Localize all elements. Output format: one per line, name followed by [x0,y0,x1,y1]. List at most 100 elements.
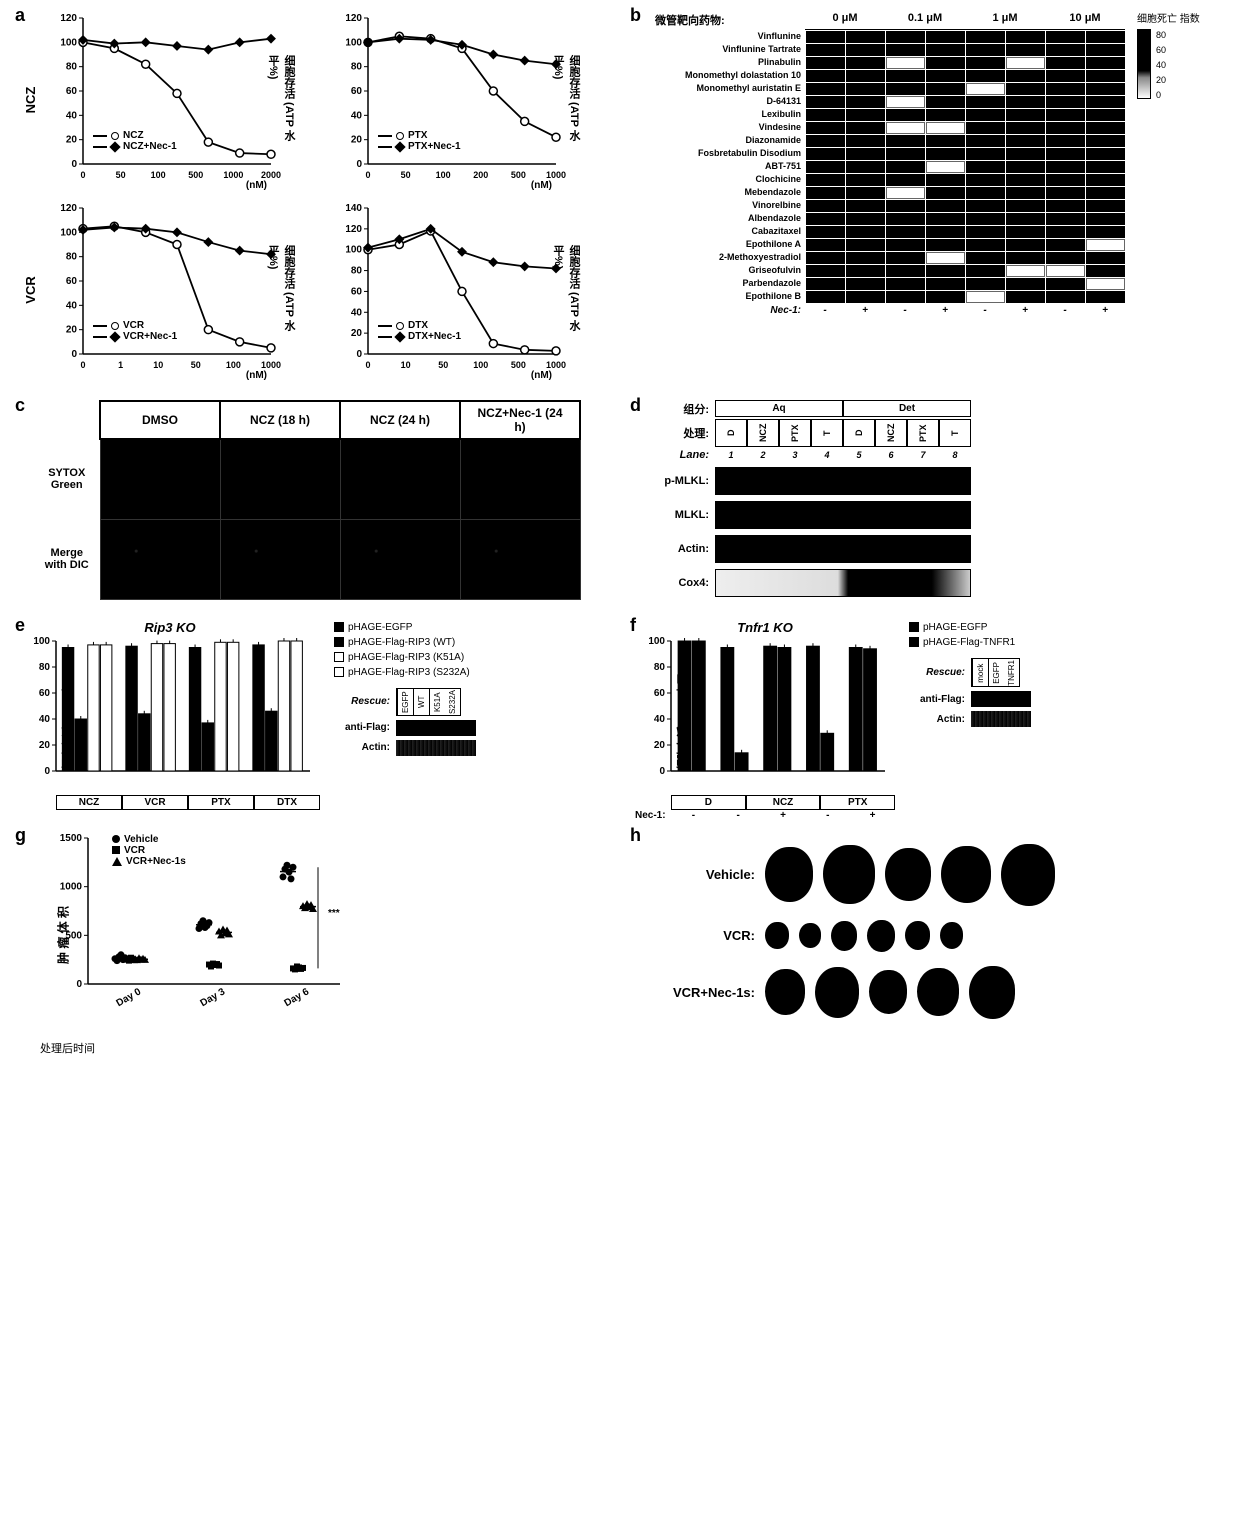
panel-label-g: g [15,825,26,846]
svg-text:80: 80 [66,62,78,73]
panel-h: h Vehicle:VCR:VCR+Nec-1s: [635,830,1220,1056]
panel-e-title: Rip3 KO [20,620,320,635]
svg-text:0: 0 [356,159,362,170]
panel-g-xlabel: 处理后时间 [40,1040,605,1056]
svg-text:60: 60 [39,688,51,699]
svg-text:0: 0 [71,159,77,170]
svg-text:1500: 1500 [60,833,83,844]
panel-f: f Tnfr1 KO 细胞存活 (ATP 水平%) 020406080100DN… [635,620,1220,810]
panel-e-ylabel: 细胞存活 (ATP 水平%) [59,659,75,769]
svg-text:Day 6: Day 6 [282,986,311,1009]
svg-text:1: 1 [118,360,123,370]
svg-text:80: 80 [351,266,363,277]
svg-text:500: 500 [511,360,526,370]
svg-text:20: 20 [66,135,78,146]
svg-text:120: 120 [60,13,77,24]
svg-text:40: 40 [654,714,666,725]
svg-text:0: 0 [80,360,85,370]
svg-text:40: 40 [351,307,363,318]
svg-text:20: 20 [351,328,363,339]
svg-text:Day 3: Day 3 [198,986,227,1009]
svg-text:100: 100 [33,636,50,647]
svg-text:80: 80 [351,62,363,73]
panel-label-c: c [15,395,25,416]
svg-text:60: 60 [654,688,666,699]
svg-text:100: 100 [60,227,77,238]
heatmap-legend-title: 细胞死亡 指数 [1137,10,1200,25]
svg-text:80: 80 [654,662,666,673]
svg-text:1000: 1000 [546,170,566,180]
svg-text:100: 100 [345,245,362,256]
svg-text:100: 100 [60,37,77,48]
linechart-VCR: 0 20 40 60 80 100 120 0 1 10 50 100 1000(nM) [45,200,285,380]
svg-text:2000: 2000 [261,170,281,180]
svg-text:(nM): (nM) [531,370,552,380]
panel-e: e Rip3 KO 细胞存活 (ATP 水平%) 020406080100NCZ… [20,620,605,810]
svg-text:Day 0: Day 0 [114,986,143,1009]
svg-text:140: 140 [345,203,362,214]
svg-text:10: 10 [401,360,411,370]
svg-text:60: 60 [351,86,363,97]
svg-text:20: 20 [351,135,363,146]
svg-text:100: 100 [473,360,488,370]
panel-label-h: h [630,825,641,846]
svg-text:1000: 1000 [60,881,83,892]
svg-text:500: 500 [511,170,526,180]
panel-label-a: a [15,5,25,26]
svg-text:60: 60 [66,86,78,97]
svg-text:20: 20 [66,325,78,336]
svg-text:120: 120 [60,203,77,214]
svg-text:200: 200 [473,170,488,180]
svg-text:(nM): (nM) [246,370,267,380]
svg-text:0: 0 [71,349,77,360]
svg-text:0: 0 [659,766,665,777]
svg-text:500: 500 [188,170,203,180]
linechart-PTX: 0 20 40 60 80 100 120 0 50 100 200 500 1000(nM) [330,10,570,190]
svg-text:100: 100 [648,636,665,647]
svg-text:20: 20 [39,740,51,751]
svg-text:1000: 1000 [261,360,281,370]
panel-f-ylabel: 细胞存活 (ATP 水平%) [674,659,690,769]
linechart-DTX: 0 20 40 60 80 100 120 140 0 10 50 100 500 1000(nM) [330,200,570,380]
svg-text:80: 80 [39,662,51,673]
panel-d: d 组分:AqDet处理:DNCZPTXTDNCZPTXTLane:123456… [635,400,1220,600]
panel-g: g 肿 瘤 体 积 VehicleVCRVCR+Nec-1s 050010001… [20,830,605,1056]
svg-text:80: 80 [66,252,78,263]
svg-text:100: 100 [151,170,166,180]
svg-text:40: 40 [66,110,78,121]
svg-text:0: 0 [44,766,50,777]
svg-text:50: 50 [438,360,448,370]
svg-text:60: 60 [66,276,78,287]
panel-g-ylabel: 肿 瘤 体 积 [55,905,72,963]
svg-text:50: 50 [191,360,201,370]
svg-text:10: 10 [153,360,163,370]
panel-b: b 微管靶向药物:0 μM0.1 μM1 μM10 μM VinflunineV… [635,10,1220,380]
svg-text:40: 40 [39,714,51,725]
panel-label-b: b [630,5,641,26]
svg-text:60: 60 [351,286,363,297]
panel-a: a NCZ细胞存活 (ATP 水平%)020406080100120050100… [20,10,605,380]
panel-label-d: d [630,395,641,416]
svg-text:(nM): (nM) [531,180,552,190]
svg-text:120: 120 [345,224,362,235]
panel-f-title: Tnfr1 KO [635,620,895,635]
svg-text:40: 40 [66,300,78,311]
svg-text:20: 20 [654,740,666,751]
svg-text:0: 0 [80,170,85,180]
svg-text:1000: 1000 [223,170,243,180]
svg-text:120: 120 [345,13,362,24]
linechart-NCZ: 0 20 40 60 80 100 120 0 50 100 500 1000 2000(nM) [45,10,285,190]
svg-text:100: 100 [345,37,362,48]
svg-text:100: 100 [436,170,451,180]
svg-text:0: 0 [356,349,362,360]
svg-text:50: 50 [116,170,126,180]
svg-text:1000: 1000 [546,360,566,370]
svg-text:0: 0 [365,170,370,180]
svg-text:100: 100 [226,360,241,370]
svg-text:0: 0 [365,360,370,370]
svg-text:40: 40 [351,110,363,121]
svg-text:50: 50 [401,170,411,180]
svg-text:(nM): (nM) [246,180,267,190]
svg-text:0: 0 [76,979,82,990]
svg-text:***: *** [328,907,340,918]
